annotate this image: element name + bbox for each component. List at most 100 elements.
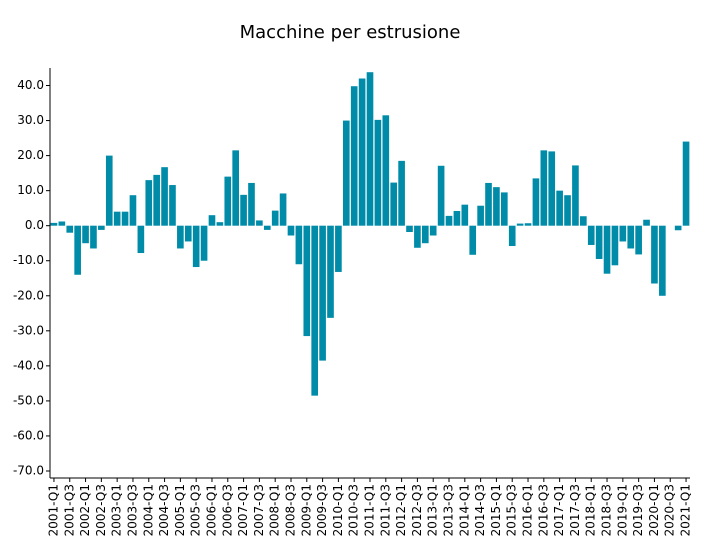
x-tick-label: 2018-Q1 bbox=[584, 484, 598, 536]
bar bbox=[524, 223, 532, 226]
bar bbox=[98, 225, 105, 230]
y-tick-label: -10.0 bbox=[13, 253, 44, 267]
bar bbox=[342, 120, 350, 226]
bar bbox=[287, 225, 295, 236]
bar bbox=[461, 204, 469, 226]
bar bbox=[501, 192, 508, 226]
bar bbox=[256, 220, 263, 226]
bar bbox=[137, 225, 145, 254]
bar bbox=[643, 219, 650, 226]
bar bbox=[532, 178, 540, 226]
x-tick-label: 2016-Q3 bbox=[536, 484, 550, 536]
bar bbox=[350, 86, 358, 226]
x-tick-label: 2013-Q3 bbox=[442, 484, 456, 536]
x-tick-label: 2005-Q1 bbox=[173, 484, 187, 536]
bar bbox=[477, 205, 484, 226]
x-tick-label: 2012-Q3 bbox=[410, 484, 424, 536]
bar bbox=[493, 187, 500, 226]
bar bbox=[429, 225, 437, 236]
bar bbox=[421, 225, 429, 244]
y-tick-label: -30.0 bbox=[13, 323, 44, 337]
bar bbox=[311, 225, 319, 396]
bar bbox=[548, 151, 556, 226]
y-tick-label: 10.0 bbox=[17, 183, 44, 197]
bar bbox=[674, 225, 682, 231]
y-tick-label: -20.0 bbox=[13, 288, 44, 302]
bar bbox=[279, 193, 287, 226]
x-tick-label: 2020-Q3 bbox=[663, 484, 677, 536]
x-tick-label: 2013-Q1 bbox=[426, 484, 440, 536]
bar bbox=[121, 211, 129, 226]
x-tick-label: 2001-Q3 bbox=[62, 484, 76, 536]
bar bbox=[587, 225, 595, 245]
x-tick-label: 2016-Q1 bbox=[521, 484, 535, 536]
bar bbox=[50, 222, 58, 226]
bar bbox=[161, 167, 168, 226]
bar bbox=[453, 210, 461, 226]
bar bbox=[248, 182, 255, 226]
bar bbox=[82, 225, 89, 244]
bar bbox=[90, 225, 97, 249]
x-tick-label: 2015-Q3 bbox=[505, 484, 519, 536]
bar bbox=[635, 225, 642, 255]
x-tick-label: 2007-Q3 bbox=[252, 484, 266, 536]
bar bbox=[390, 182, 398, 226]
bar bbox=[177, 225, 184, 249]
x-tick-label: 2008-Q3 bbox=[283, 484, 297, 536]
bar bbox=[66, 225, 74, 233]
bar bbox=[382, 115, 390, 226]
bar bbox=[366, 72, 374, 226]
x-tick-label: 2007-Q1 bbox=[236, 484, 250, 536]
bar bbox=[240, 194, 247, 226]
bar bbox=[224, 176, 232, 226]
y-tick-label: 40.0 bbox=[17, 78, 44, 92]
bar bbox=[414, 225, 421, 248]
y-tick-label: -50.0 bbox=[13, 393, 44, 407]
bar bbox=[232, 150, 239, 226]
bar bbox=[398, 160, 405, 226]
bar bbox=[556, 190, 563, 226]
x-tick-label: 2003-Q1 bbox=[110, 484, 124, 536]
bar bbox=[485, 182, 492, 226]
y-tick-label: 0.0 bbox=[25, 218, 44, 232]
bar bbox=[572, 165, 579, 226]
bar bbox=[216, 222, 224, 226]
bar bbox=[58, 221, 66, 226]
y-tick-label: 20.0 bbox=[17, 148, 44, 162]
bar bbox=[319, 225, 326, 361]
x-tick-label: 2010-Q3 bbox=[347, 484, 361, 536]
x-tick-label: 2004-Q1 bbox=[141, 484, 155, 536]
bar bbox=[595, 225, 603, 259]
x-tick-label: 2009-Q3 bbox=[315, 484, 329, 536]
bar bbox=[208, 215, 216, 226]
y-tick-label: -40.0 bbox=[13, 358, 44, 372]
x-tick-label: 2019-Q3 bbox=[631, 484, 645, 536]
bar bbox=[169, 185, 176, 226]
bar bbox=[335, 225, 342, 272]
bar bbox=[564, 195, 571, 226]
bar bbox=[516, 223, 524, 226]
x-tick-label: 2003-Q3 bbox=[125, 484, 139, 536]
x-tick-label: 2006-Q3 bbox=[220, 484, 234, 536]
x-tick-label: 2001-Q1 bbox=[46, 484, 60, 536]
x-tick-label: 2006-Q1 bbox=[204, 484, 218, 536]
x-tick-label: 2014-Q1 bbox=[457, 484, 471, 536]
y-tick-label: -60.0 bbox=[13, 428, 44, 442]
bar bbox=[445, 215, 453, 226]
bar bbox=[192, 225, 200, 268]
bar bbox=[105, 155, 113, 226]
x-tick-label: 2014-Q3 bbox=[473, 484, 487, 536]
x-tick-label: 2018-Q3 bbox=[600, 484, 614, 536]
x-tick-label: 2005-Q3 bbox=[189, 484, 203, 536]
x-tick-label: 2017-Q1 bbox=[552, 484, 566, 536]
x-tick-label: 2004-Q3 bbox=[157, 484, 171, 536]
bar bbox=[611, 225, 619, 266]
bar bbox=[145, 180, 153, 226]
bar bbox=[113, 211, 121, 226]
bar bbox=[659, 225, 666, 296]
bar bbox=[327, 225, 334, 318]
bar bbox=[200, 225, 208, 261]
bar bbox=[184, 225, 192, 242]
x-tick-label: 2008-Q1 bbox=[268, 484, 282, 536]
